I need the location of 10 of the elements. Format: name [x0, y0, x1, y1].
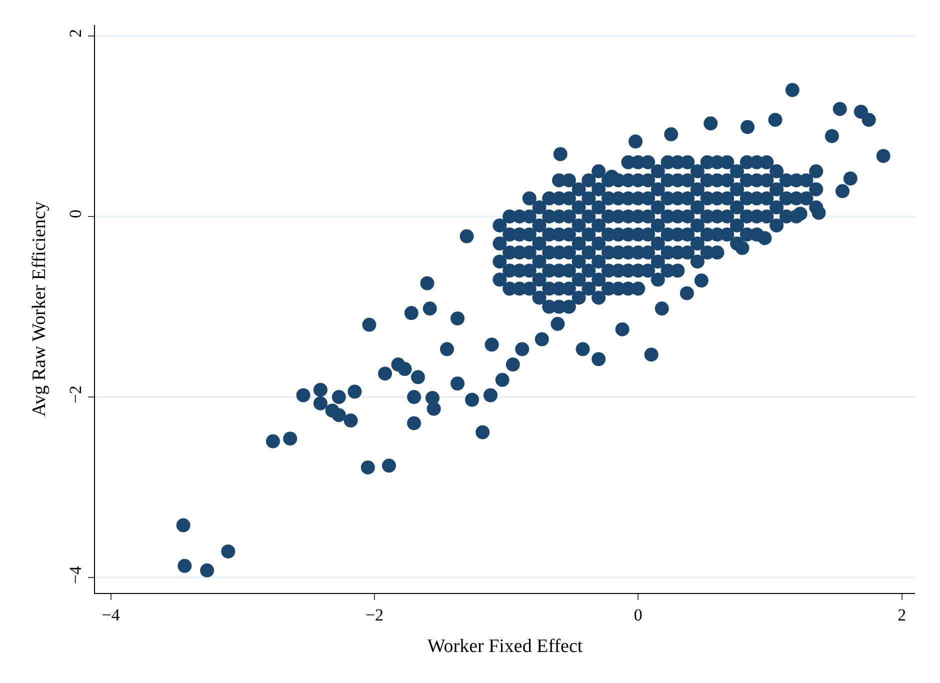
y-tick-label: −4 — [66, 566, 86, 584]
y-tick-label: −2 — [66, 385, 86, 404]
x-tick-label: −4 — [102, 605, 120, 624]
y-tick-label: 0 — [66, 210, 86, 218]
y-axis-title: Avg Raw Worker Efficiency — [29, 200, 50, 417]
x-tick-label: 2 — [898, 605, 906, 624]
x-axis-title: Worker Fixed Effect — [427, 636, 584, 658]
x-tick-label: −2 — [365, 605, 384, 624]
x-tick-label: 0 — [634, 605, 642, 624]
y-tick-label: 2 — [66, 29, 86, 38]
